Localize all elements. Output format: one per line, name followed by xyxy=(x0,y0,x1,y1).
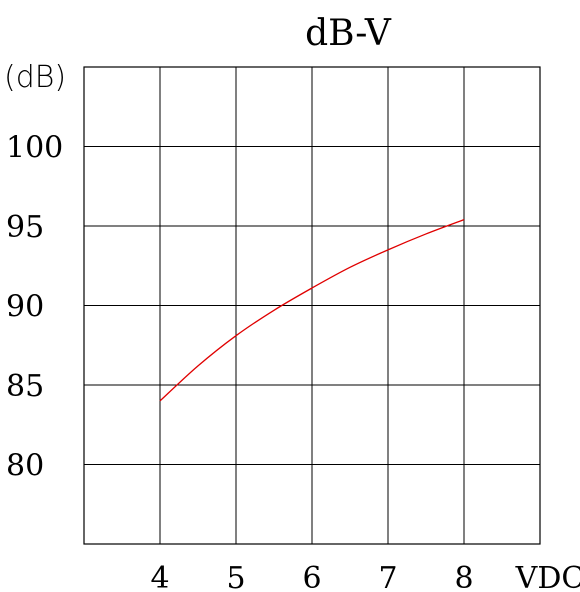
x-tick-label: 5 xyxy=(226,561,245,592)
y-axis-label: (dB) xyxy=(4,60,66,95)
y-tick-label: 95 xyxy=(6,210,44,245)
x-tick-label: 7 xyxy=(378,561,397,592)
chart-title: dB-V xyxy=(305,13,392,54)
x-axis-label: VDC xyxy=(515,561,580,592)
y-tick-label: 85 xyxy=(6,369,44,404)
series-line xyxy=(159,219,465,402)
y-tick-label: 100 xyxy=(6,131,63,166)
grid xyxy=(83,66,541,545)
x-tick-label: 8 xyxy=(454,561,473,592)
y-tick-label: 90 xyxy=(6,290,44,325)
x-tick-label: 6 xyxy=(302,561,321,592)
series-layer xyxy=(159,219,465,402)
y-tick-label: 80 xyxy=(6,449,44,484)
x-tick-label: 4 xyxy=(150,561,169,592)
tick-labels: 4 5 6 7 8 80 85 90 95 100 xyxy=(6,131,474,592)
